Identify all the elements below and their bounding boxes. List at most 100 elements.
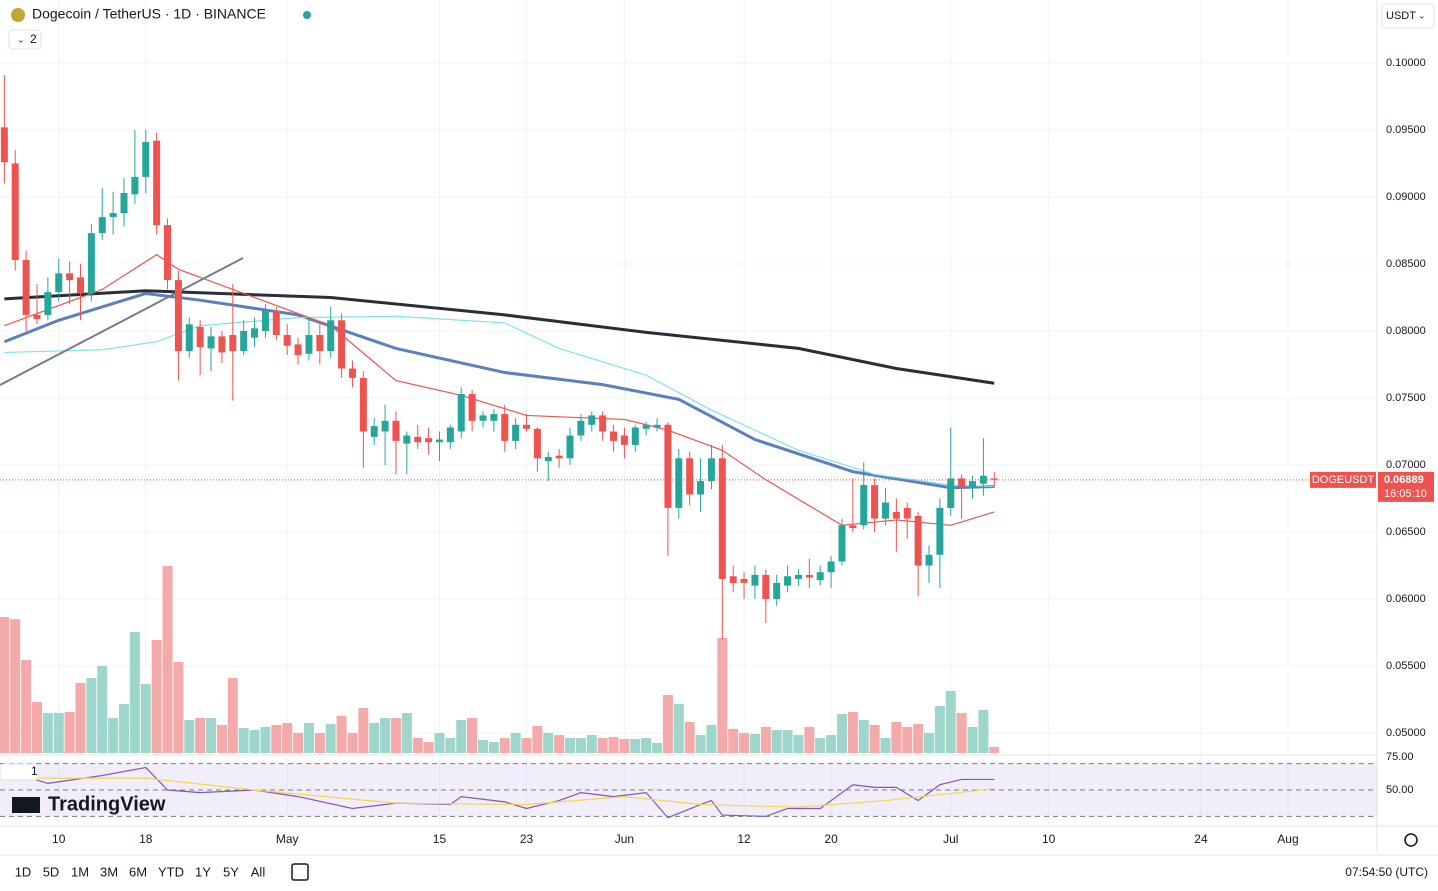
rsi-toggle[interactable] xyxy=(0,763,39,781)
logo-mark xyxy=(12,797,40,813)
trend-line[interactable] xyxy=(0,257,244,386)
candle-body xyxy=(947,478,955,508)
time-tick-label: Jun xyxy=(615,832,634,846)
indicator-count: 2 xyxy=(30,32,37,46)
range-button[interactable]: 1M xyxy=(71,864,89,879)
volume-bar xyxy=(586,735,597,753)
candle-body xyxy=(588,415,596,425)
range-button[interactable]: 1Y xyxy=(195,864,211,879)
symbol-badge xyxy=(1310,471,1376,488)
volume-bar xyxy=(119,704,130,753)
volume-layer xyxy=(0,566,1000,753)
date-range-icon[interactable] xyxy=(291,863,309,881)
volume-bar xyxy=(369,723,380,753)
candle-body xyxy=(958,478,966,487)
symbol-title[interactable]: Dogecoin / TetherUS · 1D · BINANCE xyxy=(32,6,266,22)
candle-body xyxy=(229,335,237,352)
candle-body xyxy=(327,320,335,352)
moving-average xyxy=(3,291,995,490)
candle-body xyxy=(196,326,204,348)
volume-bar xyxy=(423,742,434,753)
candle-body xyxy=(707,458,715,482)
candle-body xyxy=(664,424,672,508)
clock[interactable]: 07:54:50 (UTC) xyxy=(1345,865,1428,879)
range-button[interactable]: 5Y xyxy=(223,864,239,879)
candle-body xyxy=(620,435,628,445)
volume-bar xyxy=(31,702,42,753)
candle-body xyxy=(860,485,868,526)
volume-bar xyxy=(53,713,64,753)
volume-bar xyxy=(260,727,271,753)
volume-bar xyxy=(21,660,32,753)
volume-bar xyxy=(390,718,401,753)
volume-bar xyxy=(739,733,750,753)
moving-average xyxy=(4,315,995,488)
candle-body xyxy=(457,393,465,432)
price-tick-label: 0.05500 xyxy=(1386,660,1426,672)
labels: 0.05000 0.05500 0.06000 0.06500 0.07000 0.075… xyxy=(0,57,1434,846)
candle-body xyxy=(359,377,367,432)
volume-bar xyxy=(303,723,314,753)
settings-icon[interactable] xyxy=(1404,833,1418,847)
volume-bar xyxy=(641,738,652,753)
range-button[interactable]: 5D xyxy=(43,864,60,879)
volume-bar xyxy=(195,718,206,753)
candle-body xyxy=(164,225,172,281)
candle-body xyxy=(22,259,30,315)
currency-button[interactable] xyxy=(1381,3,1435,29)
volume-bar xyxy=(456,720,467,753)
candle-body xyxy=(718,458,726,579)
candle-body xyxy=(414,436,422,443)
candle-body xyxy=(805,574,813,578)
candle-body xyxy=(153,140,161,226)
candle-body xyxy=(468,393,476,421)
candle-body xyxy=(686,458,694,495)
candle-body xyxy=(849,525,857,528)
currency[interactable]: USDT xyxy=(1386,10,1416,22)
candle-body xyxy=(316,335,324,352)
candle-body xyxy=(729,576,737,583)
range-button[interactable]: 3M xyxy=(100,864,118,879)
candle-body xyxy=(533,428,541,459)
volume-bar xyxy=(923,733,934,753)
volume-bar xyxy=(695,735,706,753)
rsi-layer xyxy=(0,763,1377,819)
candle-body xyxy=(55,273,63,293)
range-button[interactable]: 1D xyxy=(15,864,32,879)
volume-bar xyxy=(978,710,989,753)
volume-bar xyxy=(967,727,978,753)
candle-body xyxy=(381,420,389,432)
candle-body xyxy=(76,277,84,294)
volume-bar xyxy=(380,718,391,753)
volume-bar xyxy=(847,712,858,753)
candle-body xyxy=(66,273,74,281)
volume-bar xyxy=(293,733,304,753)
indicator-toggle[interactable] xyxy=(8,29,42,50)
volume-bar xyxy=(510,733,521,753)
range-button[interactable]: 6M xyxy=(129,864,147,879)
price-tick-label: 0.10000 xyxy=(1386,57,1426,69)
rsi-line xyxy=(4,777,995,808)
volume-bar xyxy=(271,725,282,753)
price-tick-label: 0.05000 xyxy=(1386,727,1426,739)
price-tick-label: 0.07000 xyxy=(1386,459,1426,471)
candle-body xyxy=(120,192,128,214)
volume-bar xyxy=(347,733,358,753)
candle-body xyxy=(392,420,400,441)
volume-bar xyxy=(401,713,412,753)
range-button[interactable]: YTD xyxy=(158,864,184,879)
range-button[interactable]: All xyxy=(251,864,266,879)
volume-bar xyxy=(151,640,162,753)
candle-body xyxy=(142,142,150,177)
time-tick-label: 23 xyxy=(520,832,534,846)
candle-body xyxy=(109,213,117,218)
volume-bar xyxy=(445,738,456,753)
volume-bar xyxy=(836,714,847,753)
volume-bar xyxy=(499,738,510,753)
volume-bar xyxy=(793,735,804,753)
volume-bar xyxy=(64,712,75,753)
volume-bar xyxy=(619,739,630,753)
candle-body xyxy=(435,439,443,443)
volume-bar xyxy=(891,722,902,753)
